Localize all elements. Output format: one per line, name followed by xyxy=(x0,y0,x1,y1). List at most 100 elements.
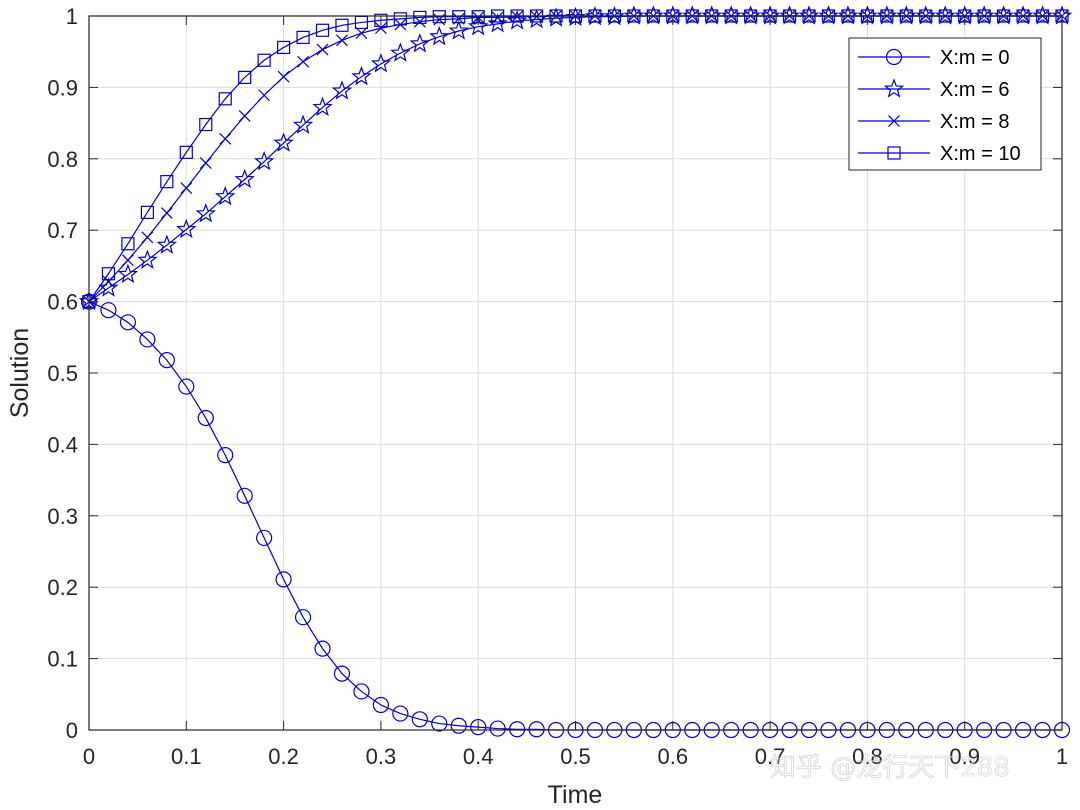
data-point-square xyxy=(413,10,427,25)
y-tick-label: 0.6 xyxy=(47,290,78,315)
data-point-x xyxy=(258,89,271,102)
data-point-x xyxy=(374,22,387,35)
data-point-star xyxy=(468,16,489,36)
y-tick-label: 0.2 xyxy=(47,575,78,600)
data-point-x xyxy=(491,11,504,24)
legend-entry-label: X:m = 8 xyxy=(940,111,1009,133)
y-tick-label: 0.8 xyxy=(47,147,78,172)
data-point-circle xyxy=(178,378,195,395)
x-tick-label: 0.9 xyxy=(949,744,980,769)
data-point-star xyxy=(429,26,450,46)
data-point-star xyxy=(409,33,430,53)
data-point-square xyxy=(121,237,135,251)
data-point-star xyxy=(117,263,139,284)
legend-marker-star xyxy=(883,78,905,98)
data-point-circle xyxy=(197,409,214,427)
data-point-circle xyxy=(470,719,487,736)
data-point-circle xyxy=(236,487,253,504)
y-tick-label: 0.1 xyxy=(47,647,78,672)
data-point-square xyxy=(257,53,271,67)
data-point-square xyxy=(432,10,446,24)
legend: X:m = 0 X:m = 6 X:m = 8 X:m = 10 xyxy=(848,37,1042,171)
data-point-star xyxy=(390,42,411,62)
data-point-circle xyxy=(372,696,389,714)
data-point-square xyxy=(315,23,330,37)
data-point-square xyxy=(452,10,466,24)
data-point-x xyxy=(238,110,251,122)
data-point-circle xyxy=(275,571,292,588)
data-point-x xyxy=(336,34,348,47)
data-point-x xyxy=(160,207,173,219)
data-point-circle xyxy=(217,447,234,464)
data-point-circle xyxy=(119,314,137,331)
x-tick-label: 0.4 xyxy=(463,744,494,769)
data-point-x xyxy=(511,10,524,23)
data-point-square xyxy=(374,13,388,27)
data-point-x xyxy=(141,231,154,244)
data-point-x xyxy=(277,70,290,83)
tick-marks xyxy=(88,15,1063,731)
data-point-circle xyxy=(139,331,156,348)
data-point-circle xyxy=(158,352,175,369)
data-point-x xyxy=(180,182,193,194)
data-point-x xyxy=(316,43,329,56)
x-tick-label: 1 xyxy=(1056,744,1068,769)
data-point-circle xyxy=(431,715,448,732)
data-point-star xyxy=(156,234,178,254)
data-point-x xyxy=(102,275,115,288)
legend-box xyxy=(848,37,1042,171)
data-point-square xyxy=(101,267,116,281)
data-point-circle xyxy=(353,683,370,700)
y-tick-label: 0.5 xyxy=(47,361,78,386)
data-point-x xyxy=(297,55,309,68)
data-point-x xyxy=(219,132,232,145)
data-point-circle xyxy=(294,609,312,626)
data-point-circle xyxy=(528,721,545,738)
x-tick-label: 0.7 xyxy=(755,744,786,769)
x-tick-labels: 0 0.1 0.2 0.3 0.4 0.5 0.6 0.7 0.8 0.9 1 xyxy=(83,744,1068,769)
y-tick-label: 0.7 xyxy=(47,218,78,243)
data-point-star xyxy=(98,277,119,297)
data-point-square xyxy=(277,40,291,55)
legend-marker-circle xyxy=(885,48,903,66)
data-point-circle xyxy=(392,705,409,722)
data-point-star xyxy=(273,132,294,152)
data-point-square xyxy=(238,70,252,85)
data-point-square xyxy=(199,117,213,132)
data-point-star xyxy=(176,218,197,239)
data-point-circle xyxy=(450,717,467,734)
legend-entry-label: X:m = 6 xyxy=(940,79,1009,101)
x-tick-label: 0.8 xyxy=(852,744,883,769)
legend-marker-x xyxy=(888,115,900,127)
x-tick-label: 0.3 xyxy=(366,744,397,769)
data-point-star xyxy=(234,168,255,189)
legend-entry-label: X:m = 10 xyxy=(940,143,1021,165)
x-tick-label: 0 xyxy=(83,744,95,769)
data-point-star xyxy=(331,80,353,100)
data-point-star xyxy=(195,203,216,223)
y-tick-label: 0.4 xyxy=(47,432,78,457)
data-point-square xyxy=(393,12,407,26)
data-point-star xyxy=(137,249,158,269)
data-point-circle xyxy=(411,711,428,728)
y-tick-label: 0.3 xyxy=(47,504,78,529)
y-tick-label: 0 xyxy=(66,718,78,743)
data-point-circle xyxy=(509,721,526,738)
x-tick-label: 0.5 xyxy=(560,744,591,769)
data-point-star xyxy=(351,65,372,86)
data-point-star xyxy=(292,114,314,134)
data-point-star xyxy=(448,20,469,40)
data-point-circle xyxy=(314,640,331,657)
y-tick-labels: 0 0.1 0.2 0.3 0.4 0.5 0.6 0.7 0.8 0.9 1 xyxy=(47,4,78,743)
x-tick-label: 0.1 xyxy=(171,744,202,769)
y-tick-label: 0.9 xyxy=(47,75,78,100)
data-point-circle xyxy=(100,302,117,319)
data-point-star xyxy=(253,150,275,171)
watermark: 知乎 @龙行天下288 xyxy=(770,753,1010,783)
data-point-x xyxy=(530,10,543,23)
data-point-square xyxy=(335,18,349,32)
data-point-square xyxy=(140,205,154,219)
x-tick-label: 0.2 xyxy=(268,744,299,769)
data-point-x xyxy=(355,27,368,40)
